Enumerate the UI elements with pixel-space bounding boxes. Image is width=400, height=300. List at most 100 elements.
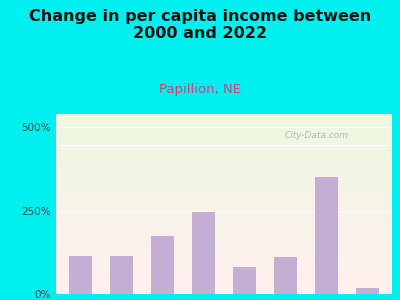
Bar [56, 143, 392, 144]
Bar [56, 185, 392, 186]
Bar [56, 126, 392, 127]
Bar [56, 255, 392, 256]
Bar [151, 236, 174, 294]
Bar [56, 286, 392, 287]
Bar [56, 192, 392, 193]
Bar [56, 226, 392, 227]
Bar [56, 181, 392, 182]
Bar [56, 238, 392, 239]
Bar [56, 290, 392, 291]
Bar [56, 151, 392, 152]
Bar [56, 283, 392, 284]
Bar [56, 167, 392, 168]
Bar [56, 140, 392, 141]
Bar [56, 164, 392, 165]
Bar [56, 234, 392, 235]
Bar [56, 249, 392, 250]
Bar [274, 257, 297, 294]
Bar [56, 191, 392, 192]
Bar [56, 144, 392, 145]
Bar [56, 131, 392, 132]
Bar [56, 150, 392, 151]
Bar [56, 187, 392, 188]
Bar [56, 169, 392, 170]
Bar [56, 171, 392, 172]
Bar [56, 251, 392, 252]
Bar [56, 257, 392, 258]
Bar [56, 182, 392, 183]
Bar [315, 177, 338, 294]
Bar [56, 132, 392, 133]
Bar [56, 161, 392, 162]
Bar [56, 285, 392, 286]
Bar [56, 215, 392, 216]
Bar [56, 269, 392, 270]
Bar [56, 240, 392, 241]
Bar [56, 160, 392, 161]
Bar [56, 232, 392, 233]
Bar [56, 270, 392, 271]
Bar [56, 158, 392, 159]
Bar [56, 139, 392, 140]
Bar [56, 272, 392, 273]
Bar [56, 205, 392, 206]
Bar [56, 258, 392, 259]
Bar [56, 262, 392, 263]
Bar [56, 136, 392, 137]
Bar [56, 244, 392, 245]
Bar [56, 204, 392, 205]
Bar [56, 178, 392, 179]
Bar [56, 214, 392, 215]
Bar [56, 197, 392, 198]
Bar [56, 130, 392, 131]
Bar [56, 199, 392, 200]
Bar [56, 229, 392, 230]
Bar [56, 120, 392, 121]
Bar [56, 280, 392, 281]
Bar [56, 114, 392, 115]
Bar [56, 116, 392, 117]
Bar [56, 172, 392, 173]
Bar [56, 265, 392, 266]
Bar [56, 122, 392, 123]
Bar [110, 256, 133, 294]
Bar [56, 203, 392, 204]
Bar [192, 212, 215, 294]
Bar [56, 115, 392, 116]
Bar [56, 225, 392, 226]
Bar [56, 260, 392, 261]
Bar [56, 236, 392, 237]
Bar [56, 288, 392, 289]
Text: Papillion, NE: Papillion, NE [159, 82, 241, 95]
Bar [56, 176, 392, 177]
Bar [56, 241, 392, 242]
Bar [56, 248, 392, 249]
Bar [56, 119, 392, 120]
Bar [56, 281, 392, 282]
Bar [56, 293, 392, 294]
Bar [56, 123, 392, 124]
Bar [56, 198, 392, 199]
Bar [56, 170, 392, 171]
Bar [56, 231, 392, 232]
Bar [56, 128, 392, 129]
Bar [56, 235, 392, 236]
Bar [56, 135, 392, 136]
Bar [56, 219, 392, 220]
Bar [56, 252, 392, 253]
Bar [56, 267, 392, 268]
Bar [56, 210, 392, 211]
Bar [56, 206, 392, 207]
Bar [56, 263, 392, 264]
Bar [56, 177, 392, 178]
Bar [56, 129, 392, 130]
Bar [56, 117, 392, 118]
Bar [56, 222, 392, 223]
Bar [56, 155, 392, 156]
Bar [56, 228, 392, 229]
Bar [56, 209, 392, 210]
Bar [56, 246, 392, 247]
Bar [56, 254, 392, 255]
Bar [56, 221, 392, 222]
Bar [56, 141, 392, 142]
